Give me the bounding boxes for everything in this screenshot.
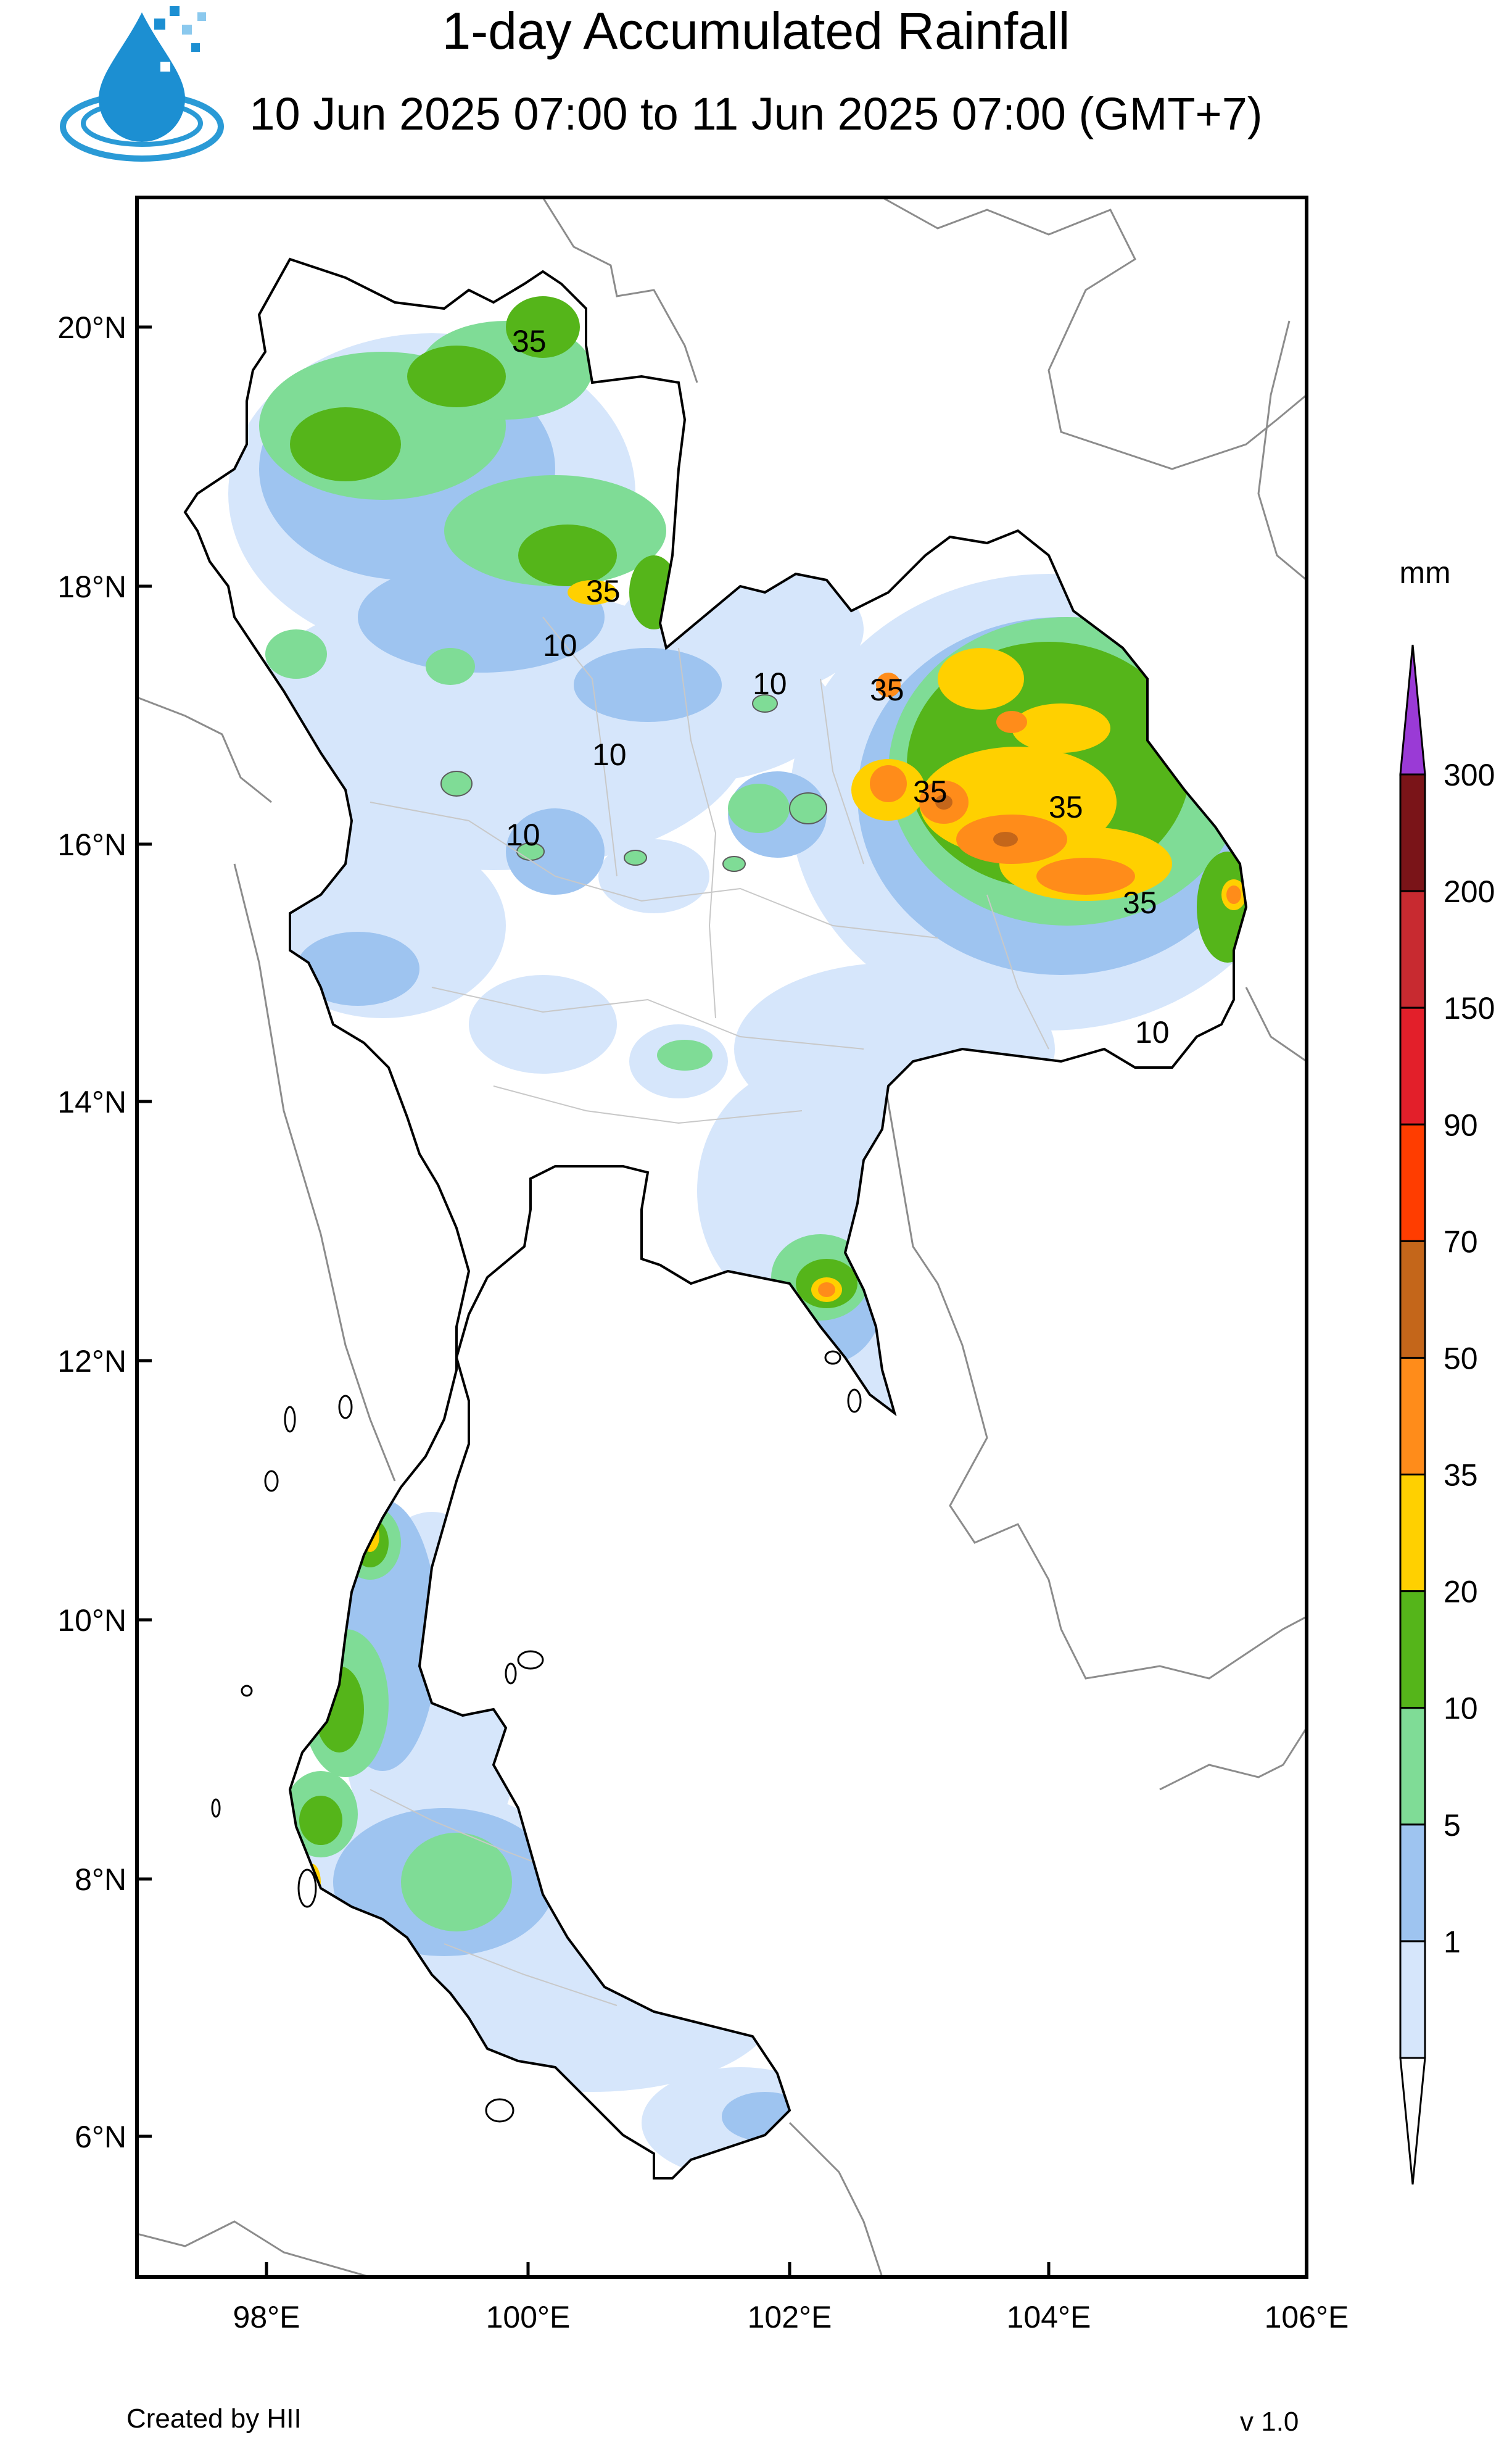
lat-label: 16°N — [57, 827, 126, 862]
lon-label: 100°E — [486, 2300, 571, 2334]
lon-labels: 98°E 100°E 102°E 104°E 106°E — [233, 2300, 1349, 2334]
map-frame-border — [135, 196, 1308, 2279]
legend-segment — [1399, 1006, 1426, 1126]
contour-label-35: 35 — [1123, 886, 1157, 920]
lon-label: 98°E — [233, 2300, 300, 2334]
legend-segment — [1399, 644, 1426, 776]
contour-label-35: 35 — [870, 673, 904, 707]
credit-text: Created by HII — [126, 2404, 302, 2434]
contour-label-35: 35 — [512, 324, 547, 359]
contour-label-35: 35 — [1049, 790, 1083, 824]
legend-unit: mm — [1399, 555, 1450, 590]
hii-logo-icon — [60, 6, 224, 162]
legend-labels: 300 200 150 90 70 50 35 20 10 5 1 — [1444, 758, 1495, 1959]
islands — [211, 1350, 862, 2123]
legend-label: 20 — [1444, 1575, 1478, 1609]
contour-label-10: 10 — [1135, 1015, 1170, 1050]
legend-label: 70 — [1444, 1224, 1478, 1259]
contour-label-10: 10 — [592, 737, 627, 772]
legend-label: 1 — [1444, 1925, 1461, 1959]
contour-label-10: 10 — [543, 628, 577, 663]
lat-label: 20°N — [57, 310, 126, 345]
contour-labels: 10 10 10 10 10 35 35 35 35 35 35 — [506, 324, 1170, 1050]
legend-segment — [1399, 1590, 1426, 1709]
legend-segment — [1399, 1123, 1426, 1242]
legend-segment — [1399, 1474, 1426, 1593]
lat-label: 6°N — [75, 2120, 126, 2154]
lat-label: 14°N — [57, 1085, 126, 1119]
lon-label: 104°E — [1007, 2300, 1091, 2334]
contour-label-10: 10 — [753, 666, 787, 701]
legend-label: 5 — [1444, 1808, 1461, 1843]
legend-segment — [1399, 890, 1426, 1009]
legend-segment — [1399, 1707, 1426, 1826]
legend-label: 150 — [1444, 991, 1495, 1026]
legend-segment — [1399, 2057, 1426, 2185]
legend-segment — [1399, 1940, 1426, 2059]
lon-label: 106°E — [1265, 2300, 1349, 2334]
legend-segment — [1399, 1240, 1426, 1359]
province-lines — [370, 616, 1049, 2006]
map-title: 1-day Accumulated Rainfall — [442, 2, 1070, 60]
map-subtitle: 10 Jun 2025 07:00 to 11 Jun 2025 07:00 (… — [249, 88, 1263, 139]
legend-segment — [1399, 1356, 1426, 1476]
lat-label: 18°N — [57, 570, 126, 604]
lat-label: 10°N — [57, 1603, 126, 1638]
legend-label: 10 — [1444, 1691, 1478, 1726]
lon-label: 102°E — [748, 2300, 832, 2334]
legend-label: 200 — [1444, 874, 1495, 909]
legend-label: 300 — [1444, 758, 1495, 792]
neighbour-borders — [137, 197, 1307, 2277]
legend-colorbar — [1399, 644, 1426, 2185]
contour-label-35: 35 — [586, 574, 621, 608]
lat-label: 12°N — [57, 1344, 126, 1379]
contour-label-35: 35 — [913, 774, 948, 809]
lat-tick-marks — [137, 325, 1051, 2277]
legend-label: 90 — [1444, 1108, 1478, 1142]
thailand-border — [183, 257, 1248, 2180]
legend-label: 35 — [1444, 1458, 1478, 1493]
lat-labels: 20°N 18°N 16°N 14°N 12°N 10°N 8°N 6°N — [57, 310, 126, 2154]
legend-segment — [1399, 1823, 1426, 1943]
version-text: v 1.0 — [1240, 2407, 1299, 2437]
legend-segment — [1399, 773, 1426, 892]
legend-label: 50 — [1444, 1341, 1478, 1375]
lat-label: 8°N — [75, 1862, 126, 1897]
contour-label-10: 10 — [506, 818, 540, 852]
